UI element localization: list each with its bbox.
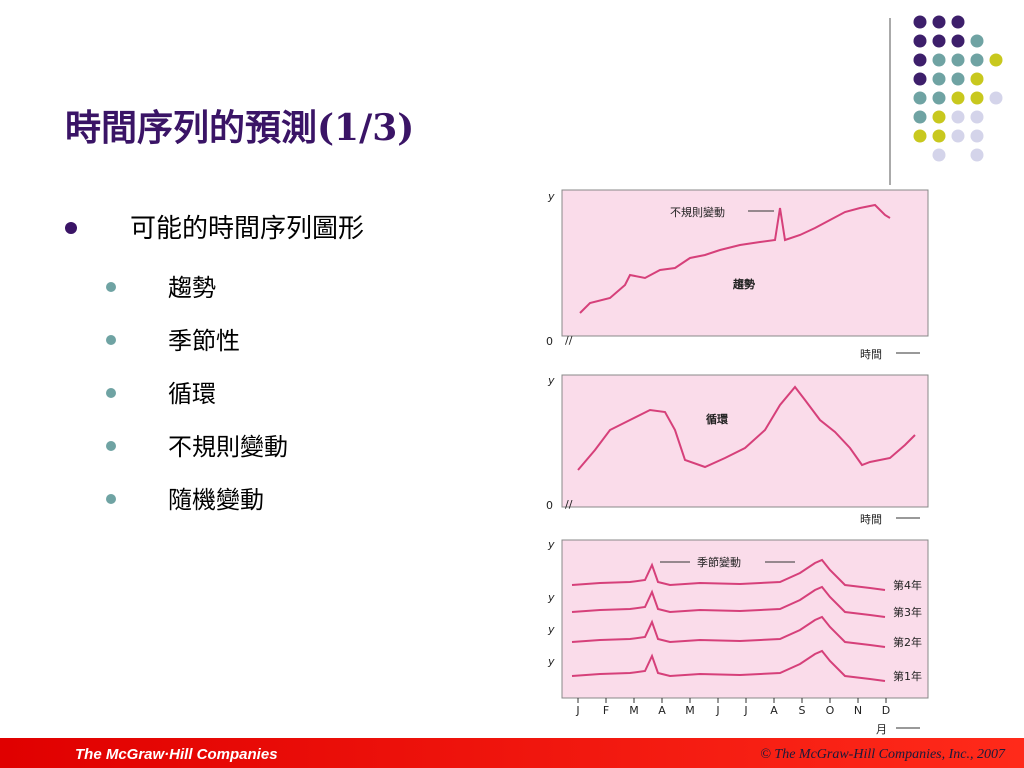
dot xyxy=(970,148,984,162)
month-label: A xyxy=(770,704,778,717)
annotation: 季節變動 xyxy=(697,555,741,569)
origin: 0 xyxy=(546,499,553,512)
dot xyxy=(932,15,946,29)
dot xyxy=(970,91,984,105)
dot xyxy=(989,53,1003,67)
trend-curve xyxy=(579,203,891,314)
sub-bullet xyxy=(106,494,116,504)
panel-label: 趨勢 xyxy=(732,277,755,291)
series-label: 第1年 xyxy=(893,669,922,683)
month-label: O xyxy=(826,704,835,717)
sub-bullet xyxy=(106,282,116,292)
footer-bar xyxy=(0,738,1024,768)
dot xyxy=(932,91,946,105)
month-label: N xyxy=(854,704,862,717)
sub-bullet xyxy=(106,335,116,345)
bullet xyxy=(65,222,77,234)
decoration-dots xyxy=(913,15,1003,162)
y-label: y xyxy=(547,655,555,668)
sub-bullet-text: 趨勢 xyxy=(168,274,216,302)
sub-bullet-text: 隨機變動 xyxy=(168,486,264,514)
sub-bullet xyxy=(106,441,116,451)
cycle-panel xyxy=(561,374,929,508)
dot xyxy=(932,110,946,124)
month-label: D xyxy=(882,704,890,717)
annotation: 不規則變動 xyxy=(670,205,725,219)
dot xyxy=(951,53,965,67)
slide-title: 時間序列的預測(1/3) xyxy=(65,107,414,149)
dot xyxy=(951,129,965,143)
axis-break: // xyxy=(565,498,573,511)
footer-copyright: © The McGraw-Hill Companies, Inc., 2007 xyxy=(760,747,1006,762)
y-label: y xyxy=(547,623,555,636)
dot xyxy=(913,91,927,105)
month-label: J xyxy=(743,704,747,717)
month-label: S xyxy=(799,704,806,717)
bullet-text: 可能的時間序列圖形 xyxy=(130,214,364,244)
x-label: 時間 xyxy=(860,513,882,526)
month-label: J xyxy=(715,704,719,717)
month-label: F xyxy=(603,704,609,717)
x-label: 時間 xyxy=(860,348,882,361)
dot xyxy=(951,34,965,48)
month-label: A xyxy=(658,704,666,717)
y-label: y xyxy=(547,591,555,604)
seasonal-curve xyxy=(571,585,886,618)
month-label: M xyxy=(629,704,639,717)
dot xyxy=(932,53,946,67)
sub-bullet-text: 季節性 xyxy=(168,327,240,355)
seasonal-panel xyxy=(561,539,929,699)
dot xyxy=(932,148,946,162)
dot xyxy=(913,110,927,124)
month-label: J xyxy=(575,704,579,717)
dot xyxy=(989,91,1003,105)
dot xyxy=(970,110,984,124)
dot xyxy=(913,34,927,48)
panel-label: 循環 xyxy=(706,412,729,426)
series-label: 第3年 xyxy=(893,605,922,619)
dot xyxy=(932,129,946,143)
dot xyxy=(970,34,984,48)
dot xyxy=(970,129,984,143)
series-label: 第4年 xyxy=(893,578,922,592)
dot xyxy=(913,15,927,29)
axis-break: // xyxy=(565,334,573,347)
y-label: y xyxy=(547,538,555,551)
seasonal-curve xyxy=(571,558,886,591)
dot xyxy=(951,110,965,124)
sub-bullet-text: 循環 xyxy=(168,380,216,408)
y-label: y xyxy=(547,374,555,387)
dot xyxy=(932,34,946,48)
y-label: y xyxy=(547,190,555,203)
sub-bullet xyxy=(106,388,116,398)
series-label: 第2年 xyxy=(893,635,922,649)
dot xyxy=(970,72,984,86)
x-label: 月 xyxy=(876,723,887,736)
dot xyxy=(951,72,965,86)
origin: 0 xyxy=(546,335,553,348)
seasonal-curve xyxy=(571,615,886,648)
trend-panel xyxy=(561,189,929,337)
dot xyxy=(913,53,927,67)
cycle-curve xyxy=(577,385,916,471)
month-label: M xyxy=(685,704,695,717)
dot xyxy=(932,72,946,86)
dot xyxy=(951,91,965,105)
dot xyxy=(913,72,927,86)
dot xyxy=(970,53,984,67)
dot xyxy=(913,129,927,143)
sub-bullet-text: 不規則變動 xyxy=(168,433,288,461)
dot xyxy=(951,15,965,29)
seasonal-curve xyxy=(571,649,886,682)
footer-logo: The McGraw·Hill Companies xyxy=(75,746,278,763)
